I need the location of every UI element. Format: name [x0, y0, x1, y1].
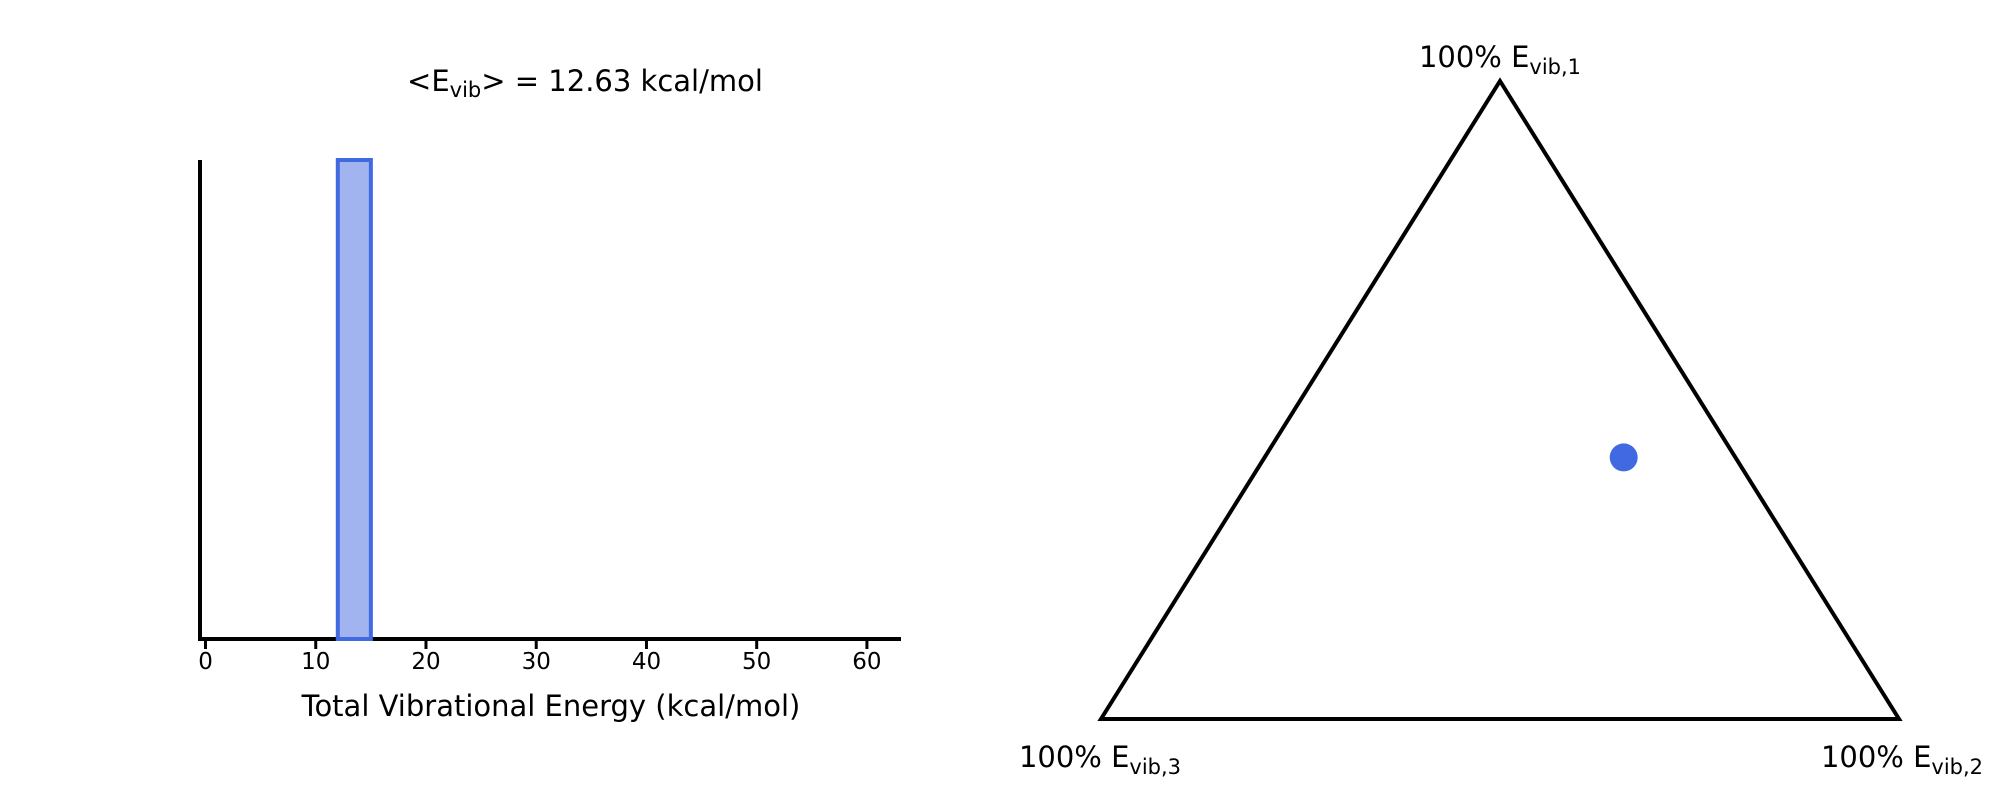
- corner-label-vib3: 100% Evib,3: [1019, 740, 1181, 779]
- x-tick-label: 40: [632, 649, 661, 675]
- ternary-points: [1609, 443, 1638, 472]
- histogram-title: <Evib> = 12.63 kcal/mol: [407, 64, 763, 102]
- x-tick-label: 60: [852, 649, 881, 675]
- histogram-bar: [335, 158, 373, 641]
- x-tick-label: 30: [522, 649, 551, 675]
- x-axis-ticks: 0 10 20 30 40 50 60: [198, 639, 882, 675]
- corner-label-vib2: 100% Evib,2: [1821, 740, 1983, 779]
- x-tick-label: 20: [411, 649, 440, 675]
- corner-label-vib1: 100% Evib,1: [1419, 40, 1581, 79]
- x-tick-label: 10: [301, 649, 330, 675]
- ternary-panel: 100% Evib,1 100% Evib,2 100% Evib,3: [1019, 40, 1983, 779]
- ternary-point: [1609, 443, 1638, 472]
- x-tick-label: 0: [198, 649, 213, 675]
- x-tick-label: 50: [742, 649, 771, 675]
- histogram-bars: [335, 158, 373, 641]
- histogram-panel: <Evib> = 12.63 kcal/mol 0 10 20 30 40 50 60 To…: [198, 64, 901, 723]
- ternary-triangle: [1097, 77, 1903, 721]
- x-axis-label: Total Vibrational Energy (kcal/mol): [301, 689, 801, 723]
